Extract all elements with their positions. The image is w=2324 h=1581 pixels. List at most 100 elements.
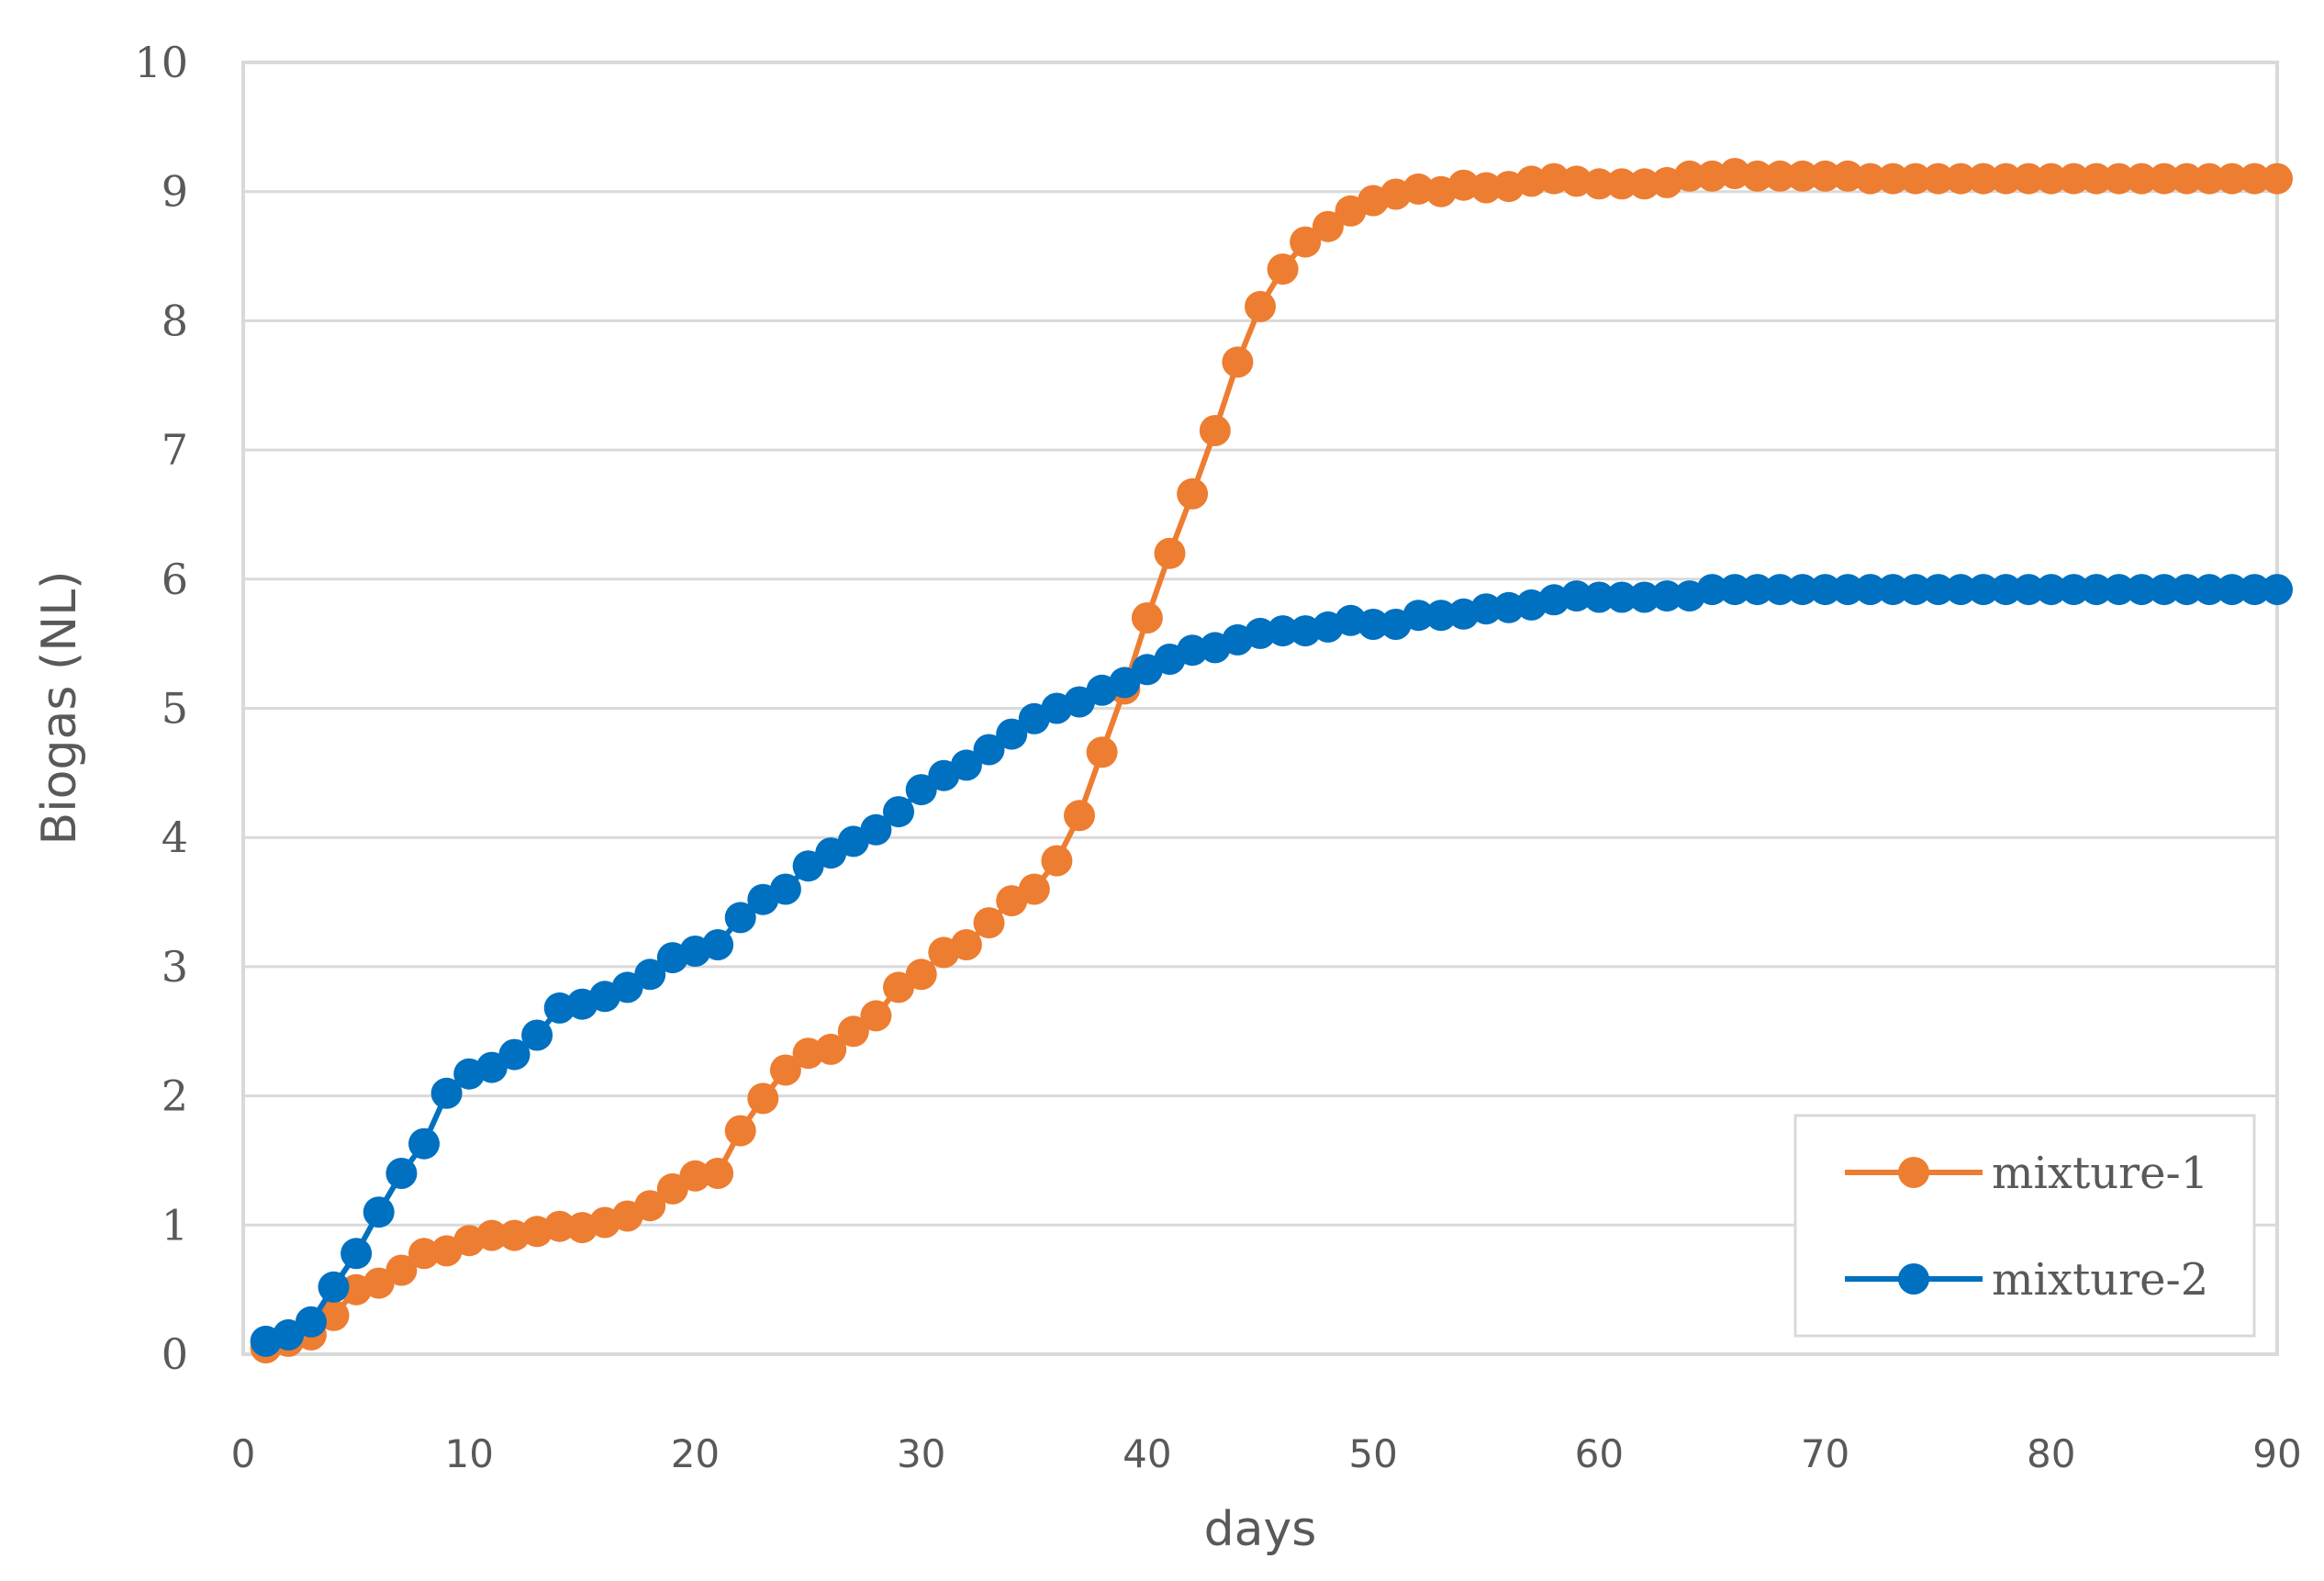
data-point-mixture-2 [860,813,892,846]
x-axis-ticks: 0 10 20 30 40 50 60 70 80 90 [231,1431,2302,1476]
data-point-mixture-1 [1990,163,2022,195]
data-point-mixture-1 [1267,253,1299,286]
data-point-mixture-2 [1402,600,1435,632]
data-point-mixture-2 [1922,574,1954,606]
data-point-mixture-1 [1967,163,1999,195]
data-point-mixture-2 [2103,574,2135,606]
y-axis-title: Biogas (NL) [32,571,87,846]
legend-label-mixture-2: mixture-2 [1992,1254,2208,1306]
data-point-mixture-1 [1402,173,1435,205]
data-point-mixture-1 [2171,163,2203,195]
data-point-mixture-2 [611,971,643,1004]
y-tick-label: 4 [162,813,188,862]
data-point-mixture-2 [2126,574,2158,606]
data-point-mixture-2 [318,1271,350,1303]
legend-marker-mixture-1 [1898,1157,1929,1188]
x-tick-label: 80 [2027,1431,2075,1476]
data-point-mixture-2 [1267,615,1299,647]
data-point-mixture-1 [1131,602,1163,634]
data-point-mixture-1 [1222,346,1254,378]
data-point-mixture-1 [385,1254,418,1286]
data-point-mixture-1 [1628,168,1660,200]
y-tick-label: 7 [162,425,188,475]
data-point-mixture-2 [2194,574,2226,606]
data-point-mixture-2 [1651,580,1683,612]
data-point-mixture-1 [1560,165,1592,197]
data-point-mixture-2 [1583,581,1615,613]
data-point-mixture-1 [1945,163,1977,195]
data-point-mixture-1 [1086,736,1118,768]
data-point-mixture-1 [1809,160,1841,192]
data-point-mixture-2 [363,1196,395,1228]
data-point-mixture-2 [950,749,982,781]
data-point-mixture-2 [1945,574,1977,606]
data-point-mixture-2 [1764,574,1796,606]
data-point-mixture-2 [430,1077,463,1109]
x-tick-label: 30 [897,1431,945,1476]
data-point-mixture-2 [1832,574,1864,606]
data-point-mixture-2 [2171,574,2203,606]
data-point-mixture-2 [273,1318,305,1351]
data-point-mixture-1 [1719,158,1751,189]
data-point-mixture-2 [1877,574,1909,606]
x-axis-title: days [1204,1502,1317,1557]
data-point-mixture-2 [905,774,937,806]
data-point-mixture-2 [408,1127,440,1160]
data-point-mixture-1 [1470,172,1503,204]
data-point-mixture-2 [1809,574,1841,606]
data-point-mixture-2 [1696,574,1728,606]
data-point-mixture-2 [724,902,756,934]
data-point-mixture-1 [634,1190,666,1222]
data-point-mixture-1 [905,959,937,991]
y-axis-ticks: 0 1 2 3 4 5 6 7 8 9 10 [134,38,188,1379]
y-tick-label: 2 [162,1071,188,1121]
data-point-mixture-1 [2081,163,2112,195]
data-point-mixture-2 [1492,591,1525,623]
data-point-mixture-1 [1922,163,1954,195]
data-point-mixture-2 [996,718,1028,750]
data-point-mixture-1 [2058,163,2090,195]
data-point-mixture-2 [1560,580,1592,612]
data-point-mixture-2 [1109,667,1141,699]
data-point-mixture-1 [2262,163,2293,195]
x-tick-label: 10 [444,1431,493,1476]
y-tick-label: 6 [162,555,188,604]
data-point-mixture-1 [1832,160,1864,192]
data-point-mixture-1 [1673,160,1705,192]
data-point-mixture-2 [2262,574,2293,606]
data-point-mixture-1 [702,1158,734,1189]
data-point-mixture-1 [1741,160,1773,192]
x-tick-label: 40 [1123,1431,1171,1476]
data-point-mixture-1 [747,1082,779,1115]
data-point-mixture-1 [1154,537,1186,569]
x-tick-label: 50 [1348,1431,1397,1476]
data-point-mixture-1 [860,1000,892,1032]
data-point-mixture-2 [385,1158,418,1189]
data-point-mixture-2 [2081,574,2112,606]
data-point-mixture-2 [1470,593,1503,625]
data-point-mixture-1 [1538,163,1570,195]
data-point-mixture-1 [363,1267,395,1299]
data-point-mixture-2 [883,796,914,828]
data-point-mixture-1 [1312,210,1344,242]
data-point-mixture-1 [475,1219,508,1251]
data-point-mixture-2 [341,1238,373,1270]
data-point-mixture-1 [950,929,982,960]
data-point-mixture-2 [769,873,801,905]
data-point-mixture-1 [1199,415,1231,446]
data-point-mixture-1 [1786,160,1818,192]
y-tick-label: 5 [162,684,188,734]
x-tick-label: 60 [1575,1431,1624,1476]
data-point-mixture-1 [1854,163,1886,195]
data-point-mixture-1 [1606,168,1637,200]
data-point-mixture-1 [2239,163,2271,195]
data-point-mixture-1 [2126,163,2158,195]
data-point-mixture-1 [769,1054,801,1086]
series-mixture-2 [250,574,2293,1357]
data-point-mixture-1 [837,1015,869,1048]
data-point-mixture-1 [973,907,1005,939]
x-tick-label: 70 [1801,1431,1849,1476]
data-point-mixture-1 [1515,165,1547,197]
data-point-mixture-1 [815,1033,847,1065]
